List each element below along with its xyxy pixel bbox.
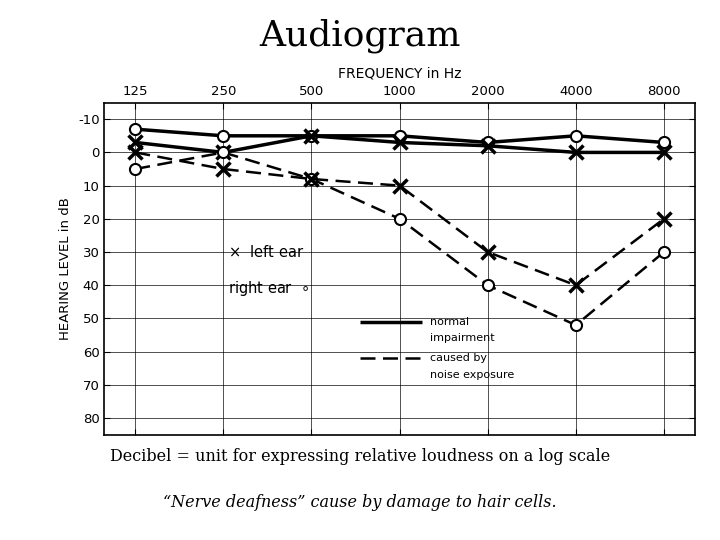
Y-axis label: HEARING LEVEL in dB: HEARING LEVEL in dB: [59, 197, 72, 340]
X-axis label: FREQUENCY in Hz: FREQUENCY in Hz: [338, 67, 462, 81]
Text: “Nerve deafness” cause by damage to hair cells.: “Nerve deafness” cause by damage to hair…: [163, 494, 557, 511]
Text: impairment: impairment: [431, 333, 495, 343]
Text: $\times$  left ear: $\times$ left ear: [228, 244, 304, 260]
Text: caused by: caused by: [431, 353, 487, 363]
Text: right ear  $\circ$: right ear $\circ$: [228, 279, 309, 298]
Text: Audiogram: Audiogram: [259, 19, 461, 53]
Text: noise exposure: noise exposure: [431, 370, 515, 380]
Text: normal: normal: [431, 317, 469, 327]
Text: Decibel = unit for expressing relative loudness on a log scale: Decibel = unit for expressing relative l…: [110, 448, 610, 465]
